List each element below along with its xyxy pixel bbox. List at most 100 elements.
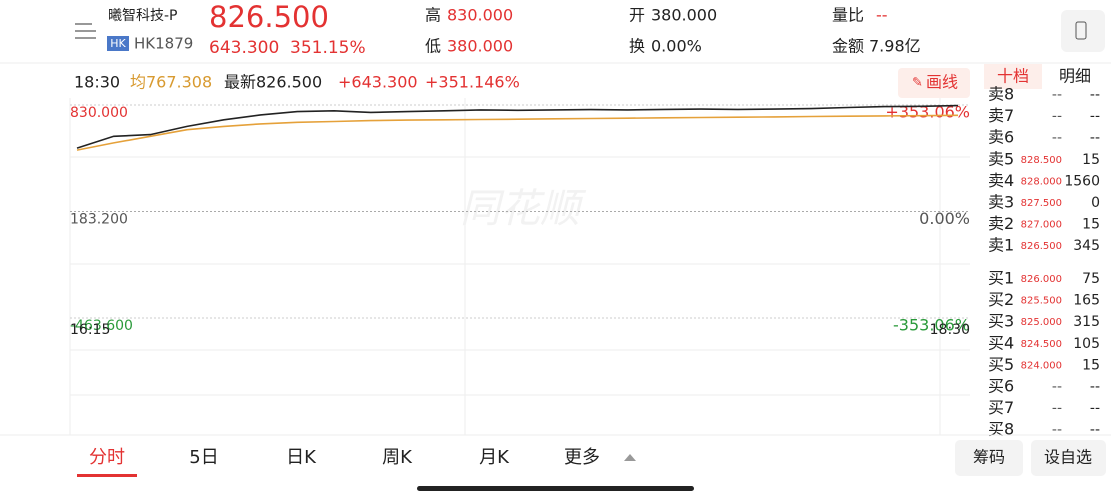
chart-latest: 最新826.500 xyxy=(224,73,322,92)
bottom-tab[interactable]: 5日 xyxy=(189,447,218,468)
book-tab[interactable]: 十档 xyxy=(997,67,1029,86)
time-label: 16:15 xyxy=(70,322,110,338)
book-label: 买7 xyxy=(988,398,1014,417)
chip-button[interactable]: 筹码 xyxy=(973,448,1005,467)
book-price: 827.500 xyxy=(1021,198,1062,209)
turnover: 0.00% xyxy=(651,37,702,56)
book-label: 卖7 xyxy=(988,106,1014,125)
watermark: 同花顺 xyxy=(460,186,587,232)
vol-ratio: -- xyxy=(876,6,888,25)
change-pct: 351.15% xyxy=(290,38,366,58)
book-label: 买3 xyxy=(988,312,1014,331)
book-volume: 1560 xyxy=(1064,173,1100,189)
label: 换 xyxy=(629,37,645,56)
chart-change: +643.300 xyxy=(338,73,418,92)
chart-avg: 均767.308 xyxy=(130,73,212,92)
book-label: 卖6 xyxy=(988,128,1014,147)
label: 高 xyxy=(425,6,441,25)
stock-name: 曦智科技-P xyxy=(108,8,178,24)
book-volume: 15 xyxy=(1082,217,1100,233)
book-price: -- xyxy=(1052,401,1062,417)
book-label: 卖8 xyxy=(988,85,1014,104)
book-label: 卖1 xyxy=(988,236,1014,255)
bottom-tab[interactable]: 分时 xyxy=(89,447,125,468)
bottom-tab[interactable]: 周K xyxy=(382,447,413,468)
book-label: 买8 xyxy=(988,420,1014,439)
bottom-tab[interactable]: 月K xyxy=(479,447,510,468)
book-price: 824.500 xyxy=(1021,339,1062,350)
book-label: 买5 xyxy=(988,355,1014,374)
market: HK xyxy=(110,37,126,50)
book-volume: 345 xyxy=(1073,238,1100,254)
watchlist-button[interactable]: 设自选 xyxy=(1044,448,1092,467)
open: 380.000 xyxy=(651,6,717,25)
line-price xyxy=(76,104,959,149)
high: 830.000 xyxy=(447,6,513,25)
book-volume: -- xyxy=(1090,401,1100,417)
pct-label: -353.06% xyxy=(893,316,970,335)
device-button[interactable] xyxy=(1061,10,1105,52)
book-volume: 165 xyxy=(1073,293,1100,309)
button-bg xyxy=(955,440,1023,476)
chart-time: 18:30 xyxy=(74,73,120,92)
book-tab[interactable]: 明细 xyxy=(1059,67,1091,86)
book-volume: 0 xyxy=(1091,195,1100,211)
book-label: 卖3 xyxy=(988,193,1014,212)
more-arrow[interactable] xyxy=(624,454,636,461)
book-price: -- xyxy=(1052,130,1062,146)
book-price: 828.000 xyxy=(1021,176,1062,187)
low: 380.000 xyxy=(447,37,513,56)
book-price: 826.000 xyxy=(1021,274,1062,285)
button-bg xyxy=(1031,440,1106,476)
label: 低 xyxy=(425,37,441,56)
label: 金额 xyxy=(832,37,864,56)
pct-label: 0.00% xyxy=(919,209,970,228)
menu-icon[interactable] xyxy=(75,23,96,39)
book-price: -- xyxy=(1052,87,1062,103)
book-volume: -- xyxy=(1090,422,1100,438)
book-volume: -- xyxy=(1090,379,1100,395)
y-tick-label: 830.000 xyxy=(70,105,128,121)
label: 开 xyxy=(629,6,645,25)
book-volume: 105 xyxy=(1073,336,1100,352)
book-volume: 15 xyxy=(1082,357,1100,373)
book-price: 825.000 xyxy=(1021,317,1062,328)
book-volume: 15 xyxy=(1082,152,1100,168)
y-tick-label: 183.200 xyxy=(70,212,128,228)
book-label: 买1 xyxy=(988,269,1014,288)
book-price: 827.000 xyxy=(1021,220,1062,231)
time-label: 18:30 xyxy=(930,322,970,338)
device-icon xyxy=(1075,21,1087,40)
line-avg xyxy=(76,114,959,151)
bottom-tab[interactable]: 更多 xyxy=(564,447,600,468)
bottom-tab[interactable]: 日K xyxy=(286,447,317,468)
book-label: 卖5 xyxy=(988,149,1014,168)
book-volume: 315 xyxy=(1073,314,1100,330)
book-label: 卖4 xyxy=(988,171,1014,190)
y-tick-label: -463.600 xyxy=(70,318,133,334)
label: 量比 xyxy=(832,6,864,25)
pct-label: +353.06% xyxy=(885,103,970,122)
book-price: 825.500 xyxy=(1021,296,1062,307)
pen-icon: ✎ xyxy=(912,76,923,91)
price: 826.500 xyxy=(209,0,329,34)
draw-button[interactable] xyxy=(898,68,970,98)
book-label: 买2 xyxy=(988,290,1014,309)
home-indicator xyxy=(417,486,694,491)
book-price: 824.000 xyxy=(1021,360,1062,371)
tab-bg xyxy=(984,64,1042,89)
chart-change-pct: +351.146% xyxy=(425,73,520,92)
book-price: -- xyxy=(1052,379,1062,395)
book-label: 买4 xyxy=(988,333,1014,352)
tab-underline xyxy=(77,474,137,477)
market-badge xyxy=(107,36,129,51)
draw-label: 画线 xyxy=(926,73,958,92)
book-volume: -- xyxy=(1090,87,1100,103)
book-label: 买6 xyxy=(988,377,1014,396)
book-price: -- xyxy=(1052,109,1062,125)
book-volume: 75 xyxy=(1082,271,1100,287)
book-volume: -- xyxy=(1090,130,1100,146)
code: HK1879 xyxy=(134,35,193,53)
book-volume: -- xyxy=(1090,109,1100,125)
